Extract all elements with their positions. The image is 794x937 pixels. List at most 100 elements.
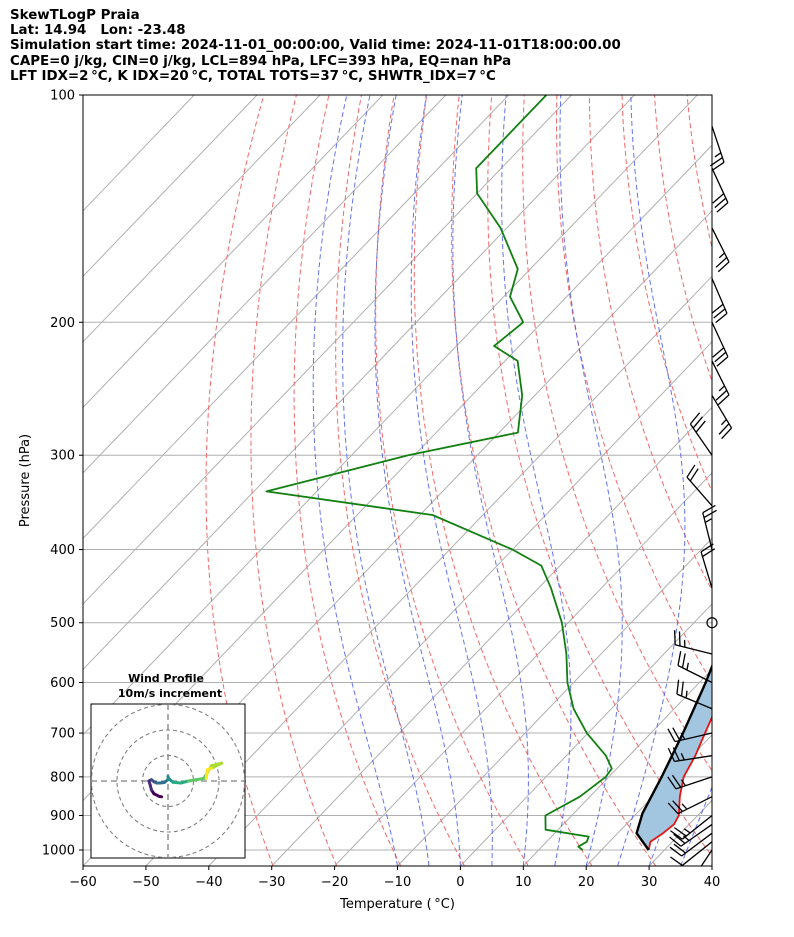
dry-adiabat-380	[720, 95, 794, 866]
isotherm--80	[83, 95, 698, 736]
barb-shaft	[674, 732, 713, 743]
barb-shaft	[711, 227, 730, 263]
dry-adiabat-400	[785, 95, 794, 866]
isotherm--150	[83, 95, 258, 278]
barb-feather	[680, 681, 684, 697]
barb-half-feather	[680, 732, 686, 740]
barb-shaft	[681, 841, 713, 866]
isotherm--130	[83, 95, 384, 409]
barb-feather	[667, 728, 676, 742]
temperature-line	[647, 715, 712, 851]
barb-feather	[702, 504, 716, 514]
barb-feather	[669, 836, 682, 847]
wind-barb-225	[711, 360, 730, 406]
x-tick-label-9: 30	[641, 875, 658, 890]
p-tick-label-300: 300	[50, 449, 75, 464]
barb-shaft	[681, 814, 713, 840]
barb-shaft	[711, 278, 728, 314]
barb-shaft	[674, 644, 713, 655]
p-tick-label-200: 200	[50, 316, 75, 331]
wind-barb-950	[669, 832, 713, 857]
barb-shaft	[675, 776, 713, 790]
wind-barb-200	[711, 322, 729, 367]
isotherm-0	[460, 603, 712, 866]
barb-half-feather	[682, 835, 690, 842]
dry-adiabat-340	[588, 95, 712, 592]
adiabat-layer	[205, 95, 794, 866]
barb-feather	[673, 833, 686, 844]
barb-feather	[710, 157, 723, 167]
wind-barb-850	[667, 796, 713, 815]
barb-half-feather	[720, 419, 727, 426]
dry-adiabat-260	[293, 95, 402, 866]
barb-feather	[714, 351, 727, 363]
wind-barb-900	[670, 814, 713, 840]
barb-feather	[667, 802, 679, 815]
moist-adiabat--5	[342, 95, 430, 866]
barb-feather	[669, 846, 682, 857]
y-axis-title: Pressure (hPa)	[18, 434, 33, 527]
moist-adiabat-5	[410, 95, 493, 866]
x-axis-title: Temperature ( °C)	[339, 897, 455, 912]
barb-half-feather	[714, 152, 722, 158]
barb-shaft	[711, 395, 733, 429]
moist-adiabat-30	[648, 678, 712, 866]
wind-barb-700	[667, 727, 713, 743]
wind-barb-300	[689, 412, 713, 456]
hodograph-subtitle: 10m/s increment	[118, 687, 222, 700]
wind-barb-450	[700, 543, 716, 589]
barb-feather	[718, 423, 730, 435]
x-tick-label-3: −30	[258, 875, 285, 890]
isotherm-30	[648, 799, 712, 866]
moist-adiabat-15	[501, 95, 572, 866]
barb-half-feather	[683, 828, 691, 834]
moist-adiabat-40	[711, 864, 712, 866]
barb-shaft	[711, 126, 725, 163]
wind-barb-250	[711, 395, 733, 440]
barb-shaft	[711, 167, 729, 203]
p-tick-label-400: 400	[50, 543, 75, 558]
cape-line: CAPE=0 j/kg, CIN=0 j/kg, LCL=894 hPa, LF…	[10, 53, 512, 69]
barb-feather	[681, 653, 686, 668]
wind-barb-1000	[700, 849, 713, 866]
barb-feather	[715, 256, 728, 268]
dry-adiabat-320	[522, 95, 712, 772]
wind-barb-925	[669, 823, 713, 847]
location-line: Lat: 14.94 Lon: -23.48	[10, 23, 186, 39]
barb-feather	[673, 843, 686, 854]
chart-header: SkewTLogP Praia Lat: 14.94 Lon: -23.48 S…	[10, 8, 621, 84]
barb-feather	[717, 394, 730, 406]
dry-adiabat-280	[375, 95, 529, 866]
barb-shaft	[700, 849, 713, 866]
hodo-segment-23	[204, 768, 210, 780]
barb-feather	[711, 303, 724, 314]
moist-adiabat--10	[312, 95, 398, 866]
dry-adiabat-300	[451, 95, 657, 866]
wind-barb-975	[670, 841, 713, 866]
isotherm--30	[271, 406, 712, 866]
moist-adiabat-10	[452, 95, 529, 866]
barb-feather	[672, 747, 680, 761]
barb-half-feather	[704, 518, 712, 523]
x-tick-label-5: −10	[384, 875, 411, 890]
x-tick-label-10: 40	[704, 875, 721, 890]
barb-shaft	[686, 476, 713, 507]
wind-barb-650	[676, 679, 713, 710]
barb-feather	[689, 412, 701, 425]
barb-feather	[686, 464, 696, 478]
hodograph-title: Wind Profile	[128, 672, 204, 685]
dry-adiabat-370	[686, 95, 712, 250]
x-tick-label-2: −40	[195, 875, 222, 890]
wind-barb-800	[667, 774, 713, 790]
p-tick-label-700: 700	[50, 727, 75, 742]
x-tick-label-7: 10	[515, 875, 532, 890]
moist-adiabat-0	[374, 95, 461, 866]
profile-layer	[265, 95, 712, 851]
x-tick-label-8: 20	[578, 875, 595, 890]
isotherm--100	[83, 95, 572, 605]
x-tick-label-6: 0	[456, 875, 464, 890]
barb-half-feather	[718, 385, 725, 392]
barb-feather	[715, 389, 728, 401]
